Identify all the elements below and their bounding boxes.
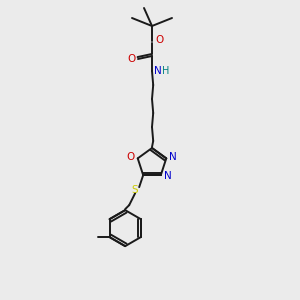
Text: H: H xyxy=(162,66,169,76)
Text: O: O xyxy=(127,152,135,162)
Text: N: N xyxy=(154,66,162,76)
Text: O: O xyxy=(155,35,163,45)
Text: S: S xyxy=(132,185,139,195)
Text: O: O xyxy=(128,54,136,64)
Text: N: N xyxy=(164,171,172,181)
Text: N: N xyxy=(169,152,177,162)
